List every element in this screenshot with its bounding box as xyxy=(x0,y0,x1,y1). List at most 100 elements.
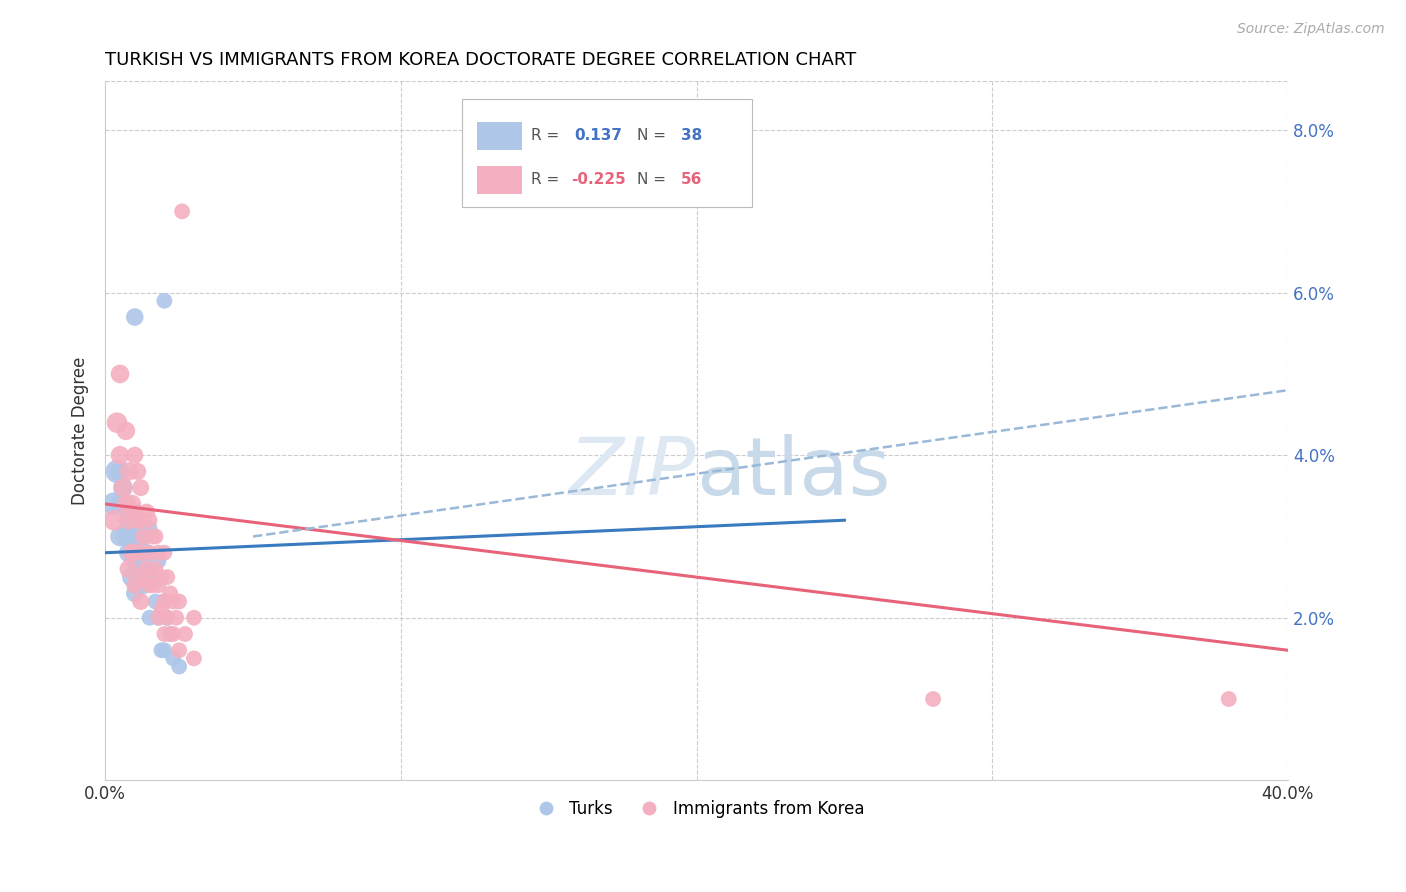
Point xyxy=(159,586,181,600)
Point xyxy=(129,513,152,527)
Point xyxy=(162,651,184,665)
Point xyxy=(135,562,157,576)
Point xyxy=(111,481,134,495)
Point xyxy=(153,643,176,657)
Point xyxy=(124,505,146,519)
Point xyxy=(167,643,190,657)
Text: 56: 56 xyxy=(681,172,703,187)
Point xyxy=(159,627,181,641)
Point xyxy=(118,465,141,479)
Point xyxy=(150,570,173,584)
Point xyxy=(129,562,152,576)
Point xyxy=(124,586,146,600)
Text: -0.225: -0.225 xyxy=(571,172,626,187)
Point xyxy=(132,529,155,543)
Point xyxy=(141,529,163,543)
Point xyxy=(132,570,155,584)
Point xyxy=(121,570,143,584)
Point xyxy=(183,611,205,625)
Point xyxy=(121,546,143,560)
Point xyxy=(129,546,152,560)
Point xyxy=(129,594,152,608)
Legend: Turks, Immigrants from Korea: Turks, Immigrants from Korea xyxy=(522,793,870,824)
Point xyxy=(141,578,163,592)
Point xyxy=(150,643,173,657)
Point xyxy=(111,481,134,495)
Point xyxy=(121,529,143,543)
Point xyxy=(108,529,131,543)
Point xyxy=(108,367,131,381)
Point xyxy=(135,505,157,519)
Point xyxy=(105,416,128,430)
Point xyxy=(145,562,167,576)
Point xyxy=(124,578,146,592)
Point xyxy=(103,497,125,511)
Point xyxy=(118,546,141,560)
Point xyxy=(1218,692,1240,706)
Point xyxy=(172,204,194,219)
Point xyxy=(162,594,184,608)
Point xyxy=(148,611,170,625)
Point xyxy=(150,602,173,616)
Point xyxy=(129,521,152,535)
Text: 38: 38 xyxy=(681,128,703,144)
Point xyxy=(162,627,184,641)
Point xyxy=(159,627,181,641)
Point xyxy=(138,562,160,576)
Point xyxy=(165,611,187,625)
Point xyxy=(108,465,131,479)
Point xyxy=(135,546,157,560)
Point xyxy=(124,310,146,324)
Point xyxy=(148,554,170,568)
Point xyxy=(148,578,170,592)
Point xyxy=(153,627,176,641)
Point xyxy=(174,627,197,641)
Point xyxy=(127,513,149,527)
Text: ZIP: ZIP xyxy=(569,434,696,512)
Point xyxy=(127,465,149,479)
Point xyxy=(145,529,167,543)
Point xyxy=(156,570,179,584)
Text: N =: N = xyxy=(637,128,666,144)
Text: TURKISH VS IMMIGRANTS FROM KOREA DOCTORATE DEGREE CORRELATION CHART: TURKISH VS IMMIGRANTS FROM KOREA DOCTORA… xyxy=(105,51,856,69)
Point xyxy=(118,513,141,527)
Point xyxy=(115,497,138,511)
Point xyxy=(138,611,160,625)
Point xyxy=(105,465,128,479)
Point xyxy=(141,570,163,584)
Point xyxy=(103,513,125,527)
Text: 0.137: 0.137 xyxy=(575,128,623,144)
Text: R =: R = xyxy=(531,172,560,187)
Bar xyxy=(477,166,522,194)
Point xyxy=(922,692,945,706)
Point xyxy=(156,611,179,625)
Point xyxy=(132,529,155,543)
FancyBboxPatch shape xyxy=(463,99,752,207)
Point xyxy=(129,481,152,495)
Text: N =: N = xyxy=(637,172,666,187)
Point xyxy=(156,611,179,625)
Point xyxy=(167,594,190,608)
Point xyxy=(124,529,146,543)
Point xyxy=(138,521,160,535)
Point xyxy=(108,497,131,511)
Point xyxy=(124,505,146,519)
Point xyxy=(115,529,138,543)
Point xyxy=(138,546,160,560)
Point xyxy=(148,546,170,560)
Point xyxy=(108,448,131,462)
Point xyxy=(153,293,176,308)
Bar xyxy=(477,122,522,150)
Point xyxy=(124,448,146,462)
Point xyxy=(115,424,138,438)
Point xyxy=(124,554,146,568)
Point xyxy=(121,497,143,511)
Point xyxy=(153,594,176,608)
Point xyxy=(118,562,141,576)
Point xyxy=(167,659,190,673)
Point xyxy=(132,578,155,592)
Point xyxy=(183,651,205,665)
Point xyxy=(153,594,176,608)
Point xyxy=(118,513,141,527)
Y-axis label: Doctorate Degree: Doctorate Degree xyxy=(72,357,89,505)
